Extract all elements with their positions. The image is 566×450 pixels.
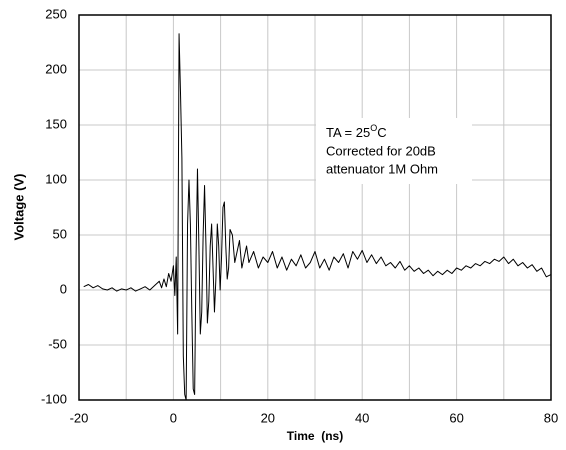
y-tick-label: 250: [45, 6, 67, 21]
x-tick-label: 60: [449, 410, 463, 425]
y-tick-label: -100: [41, 391, 67, 406]
x-tick-label: 40: [355, 410, 369, 425]
y-tick-label: 150: [45, 116, 67, 131]
y-tick-label: 200: [45, 61, 67, 76]
annotation: TA = 25OC: [326, 123, 387, 140]
data-line: [83, 33, 552, 401]
y-axis-label: Voltage (V): [11, 174, 26, 241]
y-tick-label: -50: [48, 336, 67, 351]
x-tick-label: 80: [544, 410, 558, 425]
annotation-text: C: [377, 125, 386, 140]
y-tick-label: 100: [45, 171, 67, 186]
annotation-text: TA = 25: [326, 125, 370, 140]
x-tick-label: 0: [170, 410, 177, 425]
annotation: attenuator 1M Ohm: [326, 161, 438, 176]
annotation-superscript: O: [370, 123, 377, 133]
annotation: Corrected for 20dB: [326, 143, 436, 158]
x-axis-label: Time (ns): [287, 429, 343, 443]
plot-frame: [78, 14, 552, 401]
y-tick-label: 0: [60, 281, 67, 296]
x-tick-label: -20: [70, 410, 89, 425]
annotation-box: [316, 118, 472, 184]
x-tick-label: 20: [261, 410, 275, 425]
y-tick-label: 50: [53, 226, 67, 241]
